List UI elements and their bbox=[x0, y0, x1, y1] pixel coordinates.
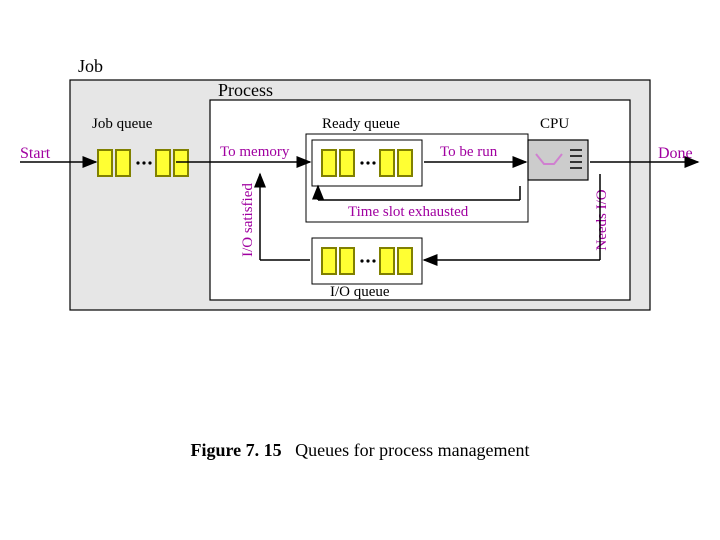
process-queue-diagram: Job Process Start Done Job queue To memory Rea… bbox=[0, 0, 720, 400]
svg-text:Done: Done bbox=[658, 145, 693, 162]
svg-text:Job: Job bbox=[78, 56, 103, 76]
svg-text:Time slot exhausted: Time slot exhausted bbox=[348, 204, 469, 220]
svg-text:I/O satisfied: I/O satisfied bbox=[240, 183, 256, 257]
svg-text:Needs I/O: Needs I/O bbox=[594, 189, 610, 250]
svg-text:Job queue: Job queue bbox=[92, 116, 153, 132]
svg-text:CPU: CPU bbox=[540, 116, 569, 132]
svg-text:I/O queue: I/O queue bbox=[330, 284, 390, 300]
svg-text:Process: Process bbox=[218, 80, 273, 100]
svg-text:Ready queue: Ready queue bbox=[322, 116, 400, 132]
figure-number: Figure 7. 15 bbox=[190, 440, 281, 460]
svg-text:To be run: To be run bbox=[440, 144, 498, 160]
svg-text:To memory: To memory bbox=[220, 144, 290, 160]
svg-text:Start: Start bbox=[20, 145, 51, 162]
figure-title: Queues for process management bbox=[295, 440, 529, 460]
figure-caption: Figure 7. 15 Queues for process manageme… bbox=[0, 440, 720, 461]
